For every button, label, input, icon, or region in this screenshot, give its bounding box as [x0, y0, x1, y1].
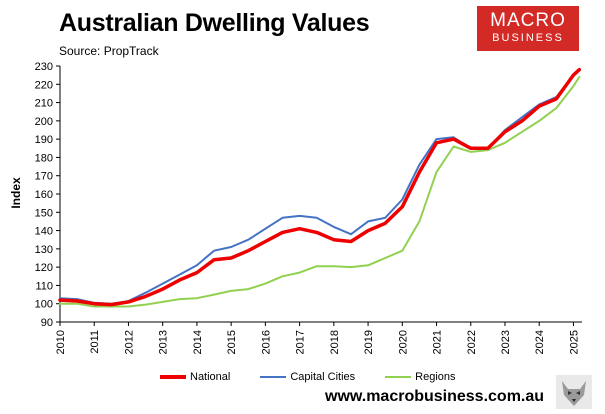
x-tick-label: 2011 [89, 330, 101, 354]
chart-title: Australian Dwelling Values [59, 9, 370, 37]
x-tick-label: 2024 [534, 330, 546, 354]
y-tick-label: 160 [35, 189, 53, 201]
x-tick-label: 2025 [568, 330, 580, 354]
y-tick-label: 120 [35, 262, 53, 274]
y-tick-label: 180 [35, 152, 53, 164]
y-tick-label: 90 [41, 317, 53, 329]
series-lines [58, 67, 582, 308]
y-tick-label: 150 [35, 207, 53, 219]
legend-label-regions: Regions [415, 371, 456, 383]
y-tick-label: 100 [35, 299, 53, 311]
y-tick-label: 130 [35, 244, 53, 256]
source-note: Source: PropTrack [59, 44, 159, 58]
x-tick-label: 2014 [192, 330, 204, 354]
logo-line-1: MACRO [490, 10, 566, 31]
x-tick-labels: 2010 2011 2012 2013 2014 2015 2016 2017 2018 2019… [55, 330, 580, 354]
y-tick-label: 230 [35, 61, 53, 73]
x-tick-label: 2022 [466, 330, 478, 354]
legend-label-national: National [190, 371, 231, 383]
x-tick-label: 2019 [363, 330, 375, 354]
website-url[interactable]: www.macrobusiness.com.au [325, 388, 545, 405]
series-line-capital-cities [59, 68, 581, 305]
legend-swatch-capital-cities [260, 376, 287, 378]
x-tick-label: 2012 [123, 330, 135, 354]
macrobusiness-logo[interactable]: MACRO BUSINESS [477, 6, 579, 51]
x-tick-label: 2016 [260, 330, 272, 354]
legend-item-regions: Regions [385, 371, 456, 383]
chart-legend: National Capital Cities Regions [160, 369, 486, 385]
legend-label-capital-cities: Capital Cities [290, 371, 356, 383]
legend-item-national: National [160, 371, 230, 383]
logo-line-2: BUSINESS [492, 32, 564, 44]
y-tick-labels: 90 100 110 120 130 140 150 160 170 180 190 200 210 22… [35, 61, 53, 329]
legend-swatch-national [160, 375, 186, 379]
y-tick-label: 210 [35, 98, 53, 110]
x-tick-label: 2021 [432, 330, 444, 354]
x-tick-label: 2018 [329, 330, 341, 354]
y-tick-label: 140 [35, 226, 53, 238]
series-line-regions [59, 76, 581, 308]
series-line-national [58, 67, 582, 307]
x-tick-label: 2017 [295, 330, 307, 354]
y-tick-label: 200 [35, 116, 53, 128]
x-tick-label: 2015 [226, 330, 238, 354]
x-tick-label: 2023 [500, 330, 512, 354]
chart-axes [56, 65, 582, 326]
y-tick-label: 170 [35, 171, 53, 183]
y-axis-label: Index [9, 177, 23, 209]
legend-item-capital-cities: Capital Cities [260, 371, 355, 383]
x-tick-label: 2010 [55, 330, 67, 354]
y-tick-label: 110 [35, 280, 53, 292]
x-tick-label: 2013 [158, 330, 170, 354]
y-tick-label: 190 [35, 134, 53, 146]
legend-swatch-regions [385, 376, 412, 378]
wolf-logo-icon [556, 375, 592, 409]
x-tick-label: 2020 [397, 330, 409, 354]
y-tick-label: 220 [35, 79, 53, 91]
